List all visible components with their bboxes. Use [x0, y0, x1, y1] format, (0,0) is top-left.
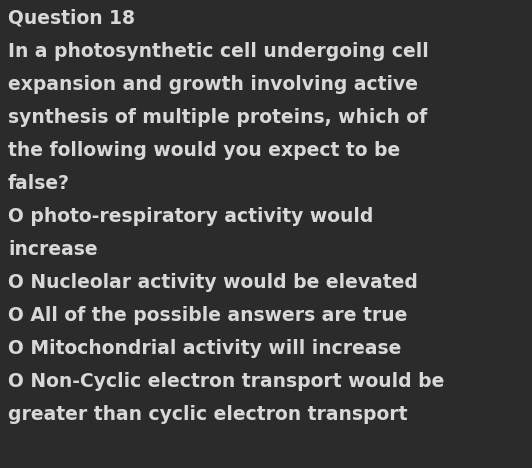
Text: O Mitochondrial activity will increase: O Mitochondrial activity will increase: [8, 339, 401, 358]
Text: the following would you expect to be: the following would you expect to be: [8, 141, 400, 160]
Text: O Nucleolar activity would be elevated: O Nucleolar activity would be elevated: [8, 273, 418, 292]
Text: O All of the possible answers are true: O All of the possible answers are true: [8, 306, 408, 325]
Text: O Non-Cyclic electron transport would be: O Non-Cyclic electron transport would be: [8, 372, 444, 391]
Text: synthesis of multiple proteins, which of: synthesis of multiple proteins, which of: [8, 108, 427, 127]
Text: increase: increase: [8, 240, 98, 259]
Text: Question 18: Question 18: [8, 8, 135, 27]
Text: In a photosynthetic cell undergoing cell: In a photosynthetic cell undergoing cell: [8, 42, 429, 61]
Text: false?: false?: [8, 174, 70, 193]
Text: O photo-respiratory activity would: O photo-respiratory activity would: [8, 207, 373, 226]
Text: expansion and growth involving active: expansion and growth involving active: [8, 75, 418, 94]
Text: greater than cyclic electron transport: greater than cyclic electron transport: [8, 405, 408, 424]
